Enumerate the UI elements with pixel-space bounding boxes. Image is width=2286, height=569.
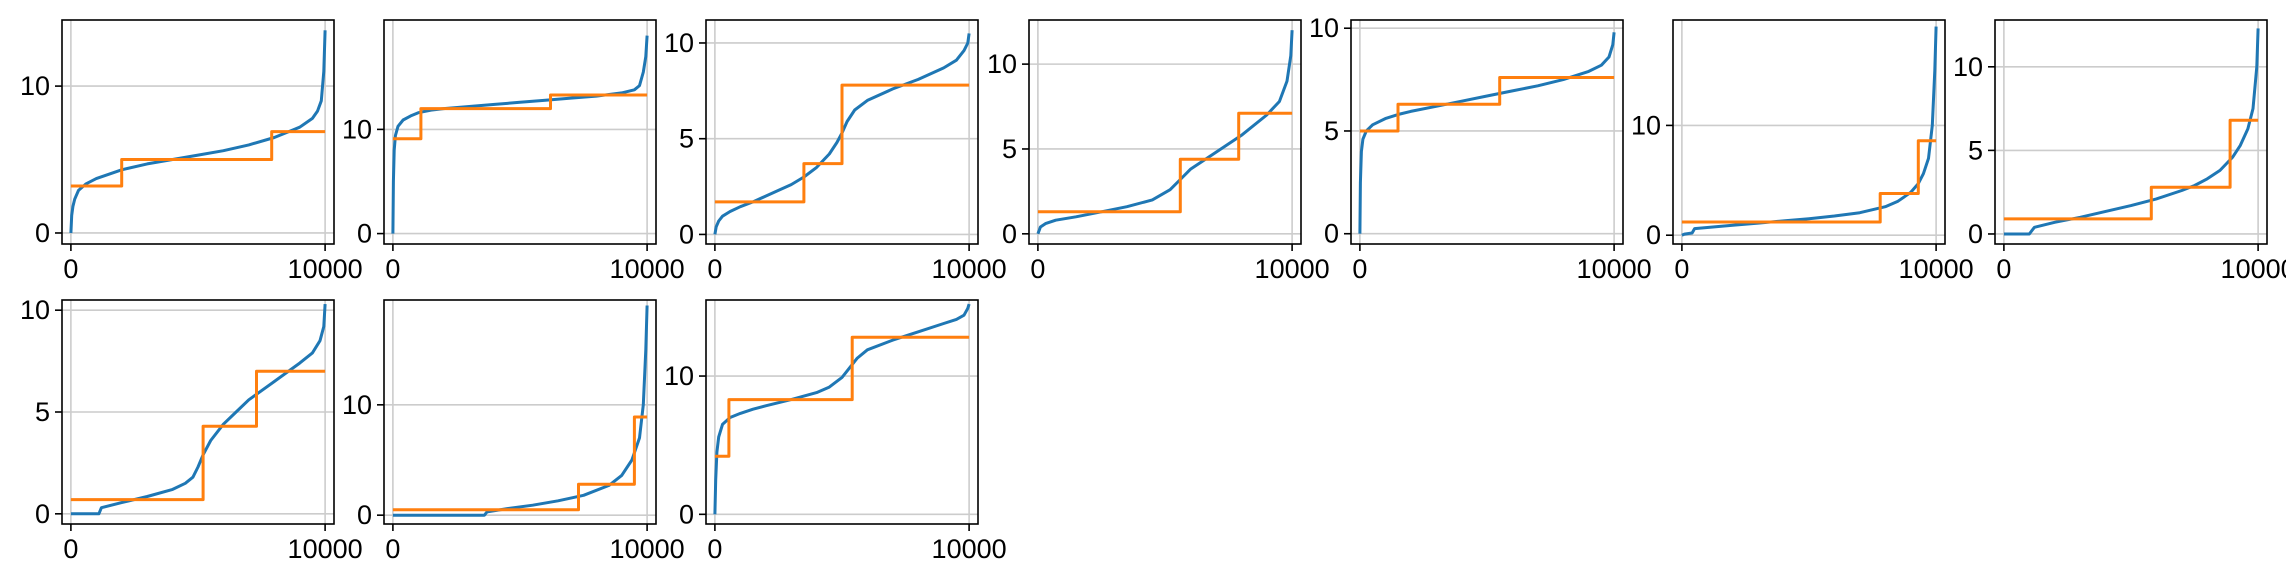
y-tick-label: 5 <box>679 124 694 154</box>
y-tick-label: 0 <box>1968 219 1983 249</box>
plot-area <box>384 20 656 244</box>
curve-series-line <box>70 304 327 516</box>
y-tick-label: 0 <box>357 500 372 530</box>
x-tick-label: 0 <box>63 254 78 284</box>
axes-frame <box>383 19 657 245</box>
axes-frame <box>1350 19 1624 245</box>
y-tick-label: 0 <box>679 219 694 249</box>
axes-frame <box>705 19 979 245</box>
subplot-4: 0 10000 0 5 10 <box>987 19 1330 284</box>
curve-series-line <box>391 35 649 234</box>
y-tick-label: 5 <box>1324 116 1339 146</box>
subplot-3: 0 10000 0 5 10 <box>664 19 1007 284</box>
plot-area <box>1673 20 1945 244</box>
axes-frame <box>1672 19 1946 245</box>
y-tick-label: 10 <box>342 114 372 144</box>
step-series-line <box>714 335 970 458</box>
y-tick-label: 5 <box>1002 134 1017 164</box>
y-tick-label: 10 <box>987 49 1017 79</box>
curve-series-line <box>1681 26 1938 237</box>
plot-area <box>384 300 656 524</box>
axes-frame <box>1028 19 1302 245</box>
x-tick-label: 0 <box>707 254 722 284</box>
x-tick-label: 0 <box>385 534 400 564</box>
x-tick-label: 10000 <box>1577 254 1652 284</box>
curve-series-line <box>1036 30 1294 235</box>
x-tick-label: 0 <box>1352 254 1367 284</box>
y-tick-label: 0 <box>1646 220 1661 250</box>
step-series-line <box>392 93 648 141</box>
subplot-8: 0 10000 0 5 10 <box>20 295 363 564</box>
x-tick-label: 10000 <box>610 534 685 564</box>
x-tick-label: 10000 <box>288 534 363 564</box>
step-series-line <box>2003 118 2259 221</box>
y-tick-label: 10 <box>664 361 694 391</box>
x-tick-label: 0 <box>1996 254 2011 284</box>
step-series-line <box>1359 76 1615 133</box>
curve-series-line <box>713 303 971 515</box>
step-series-line <box>70 369 326 502</box>
step-series-line <box>70 130 326 188</box>
step-series-line <box>1681 139 1937 224</box>
x-tick-label: 10000 <box>610 254 685 284</box>
x-tick-label: 10000 <box>2221 254 2286 284</box>
y-tick-label: 0 <box>679 499 694 529</box>
y-tick-label: 10 <box>342 390 372 420</box>
y-tick-label: 10 <box>20 295 50 325</box>
x-tick-label: 0 <box>63 534 78 564</box>
y-tick-label: 5 <box>1968 135 1983 165</box>
y-tick-label: 10 <box>1631 110 1661 140</box>
subplot-7: 0 10000 0 5 10 <box>1953 19 2286 284</box>
subplot-10: 0 10000 0 10 <box>664 299 1007 564</box>
axes-frame <box>1994 19 2268 245</box>
y-tick-label: 0 <box>35 499 50 529</box>
axes-frame <box>61 19 335 245</box>
subplot-6: 0 10000 0 10 <box>1631 19 1974 284</box>
subplot-5: 0 10000 0 5 10 <box>1309 13 1652 284</box>
step-series-line <box>1037 111 1293 214</box>
x-tick-label: 0 <box>385 254 400 284</box>
curve-series-line <box>392 305 649 517</box>
y-tick-label: 0 <box>1324 219 1339 249</box>
x-tick-label: 10000 <box>1899 254 1974 284</box>
subplot-1: 0 10000 0 10 <box>20 19 363 284</box>
step-series-line <box>714 83 970 204</box>
x-tick-label: 0 <box>1674 254 1689 284</box>
x-tick-label: 0 <box>1030 254 1045 284</box>
plot-area <box>1029 20 1301 244</box>
x-tick-label: 10000 <box>932 534 1007 564</box>
step-series-line <box>392 415 648 512</box>
x-tick-label: 10000 <box>932 254 1007 284</box>
y-tick-label: 0 <box>35 218 50 248</box>
y-tick-label: 10 <box>20 71 50 101</box>
y-tick-label: 5 <box>35 397 50 427</box>
y-tick-label: 0 <box>357 219 372 249</box>
x-tick-label: 10000 <box>1255 254 1330 284</box>
y-tick-label: 10 <box>664 28 694 58</box>
subplot-2: 0 10000 0 10 <box>342 19 685 284</box>
plot-area <box>1995 20 2267 244</box>
y-tick-label: 0 <box>1002 219 1017 249</box>
curve-series-line <box>713 33 971 235</box>
subplot-9: 0 10000 0 10 <box>342 299 685 564</box>
y-tick-label: 10 <box>1309 13 1339 43</box>
x-tick-label: 0 <box>707 534 722 564</box>
x-tick-label: 10000 <box>288 254 363 284</box>
y-tick-label: 10 <box>1953 52 1983 82</box>
axes-frame <box>705 299 979 525</box>
axes-frame <box>383 299 657 525</box>
